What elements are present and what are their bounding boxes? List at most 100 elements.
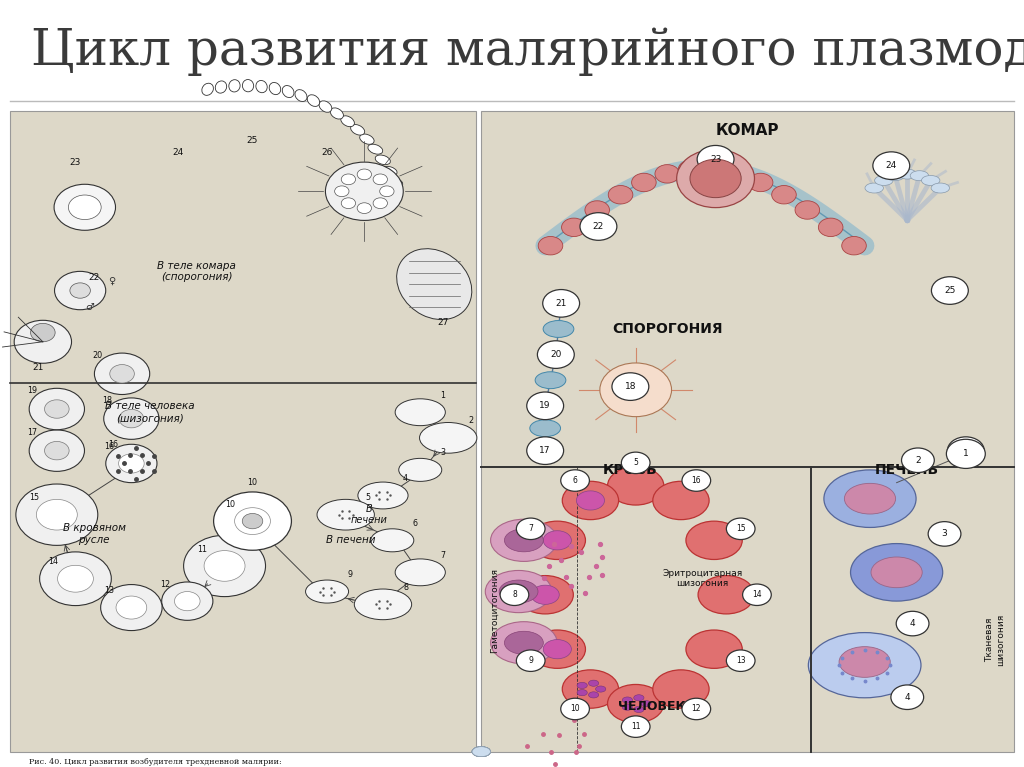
Text: 17: 17 xyxy=(28,428,37,436)
Circle shape xyxy=(69,195,101,219)
Circle shape xyxy=(16,484,98,545)
Circle shape xyxy=(183,535,265,597)
Circle shape xyxy=(214,492,292,550)
Text: 8: 8 xyxy=(403,583,408,592)
Circle shape xyxy=(896,611,929,636)
Circle shape xyxy=(341,174,355,185)
Circle shape xyxy=(600,363,672,416)
Ellipse shape xyxy=(589,692,599,698)
Text: ♀: ♀ xyxy=(109,276,116,286)
Circle shape xyxy=(162,582,213,621)
Ellipse shape xyxy=(839,647,890,677)
Circle shape xyxy=(725,165,750,183)
Text: 22: 22 xyxy=(593,222,604,231)
Text: В
печени: В печени xyxy=(350,504,387,525)
Ellipse shape xyxy=(922,176,940,186)
Text: 26: 26 xyxy=(322,148,333,157)
Ellipse shape xyxy=(824,470,916,528)
Text: 10: 10 xyxy=(248,479,257,487)
Text: Гаметоцитогония: Гаметоцитогония xyxy=(490,568,499,653)
Ellipse shape xyxy=(359,134,374,144)
Ellipse shape xyxy=(865,183,884,193)
Ellipse shape xyxy=(851,544,943,601)
Circle shape xyxy=(682,470,711,492)
Circle shape xyxy=(373,198,387,209)
Ellipse shape xyxy=(686,521,742,559)
Circle shape xyxy=(585,201,609,219)
Ellipse shape xyxy=(536,372,566,389)
Ellipse shape xyxy=(686,630,742,668)
Ellipse shape xyxy=(578,690,588,696)
Text: 3: 3 xyxy=(942,529,947,538)
Ellipse shape xyxy=(529,521,586,559)
Ellipse shape xyxy=(490,519,557,561)
Ellipse shape xyxy=(490,622,557,664)
Text: 21: 21 xyxy=(555,299,567,308)
Ellipse shape xyxy=(808,633,921,698)
Text: 1: 1 xyxy=(963,449,969,459)
Text: 16: 16 xyxy=(103,442,114,451)
Text: 3: 3 xyxy=(440,449,445,457)
Ellipse shape xyxy=(395,559,445,586)
Circle shape xyxy=(543,290,580,318)
Circle shape xyxy=(749,173,773,192)
Circle shape xyxy=(632,173,656,192)
Circle shape xyxy=(105,444,157,482)
Circle shape xyxy=(539,236,563,255)
Circle shape xyxy=(891,685,924,709)
Circle shape xyxy=(946,439,985,469)
Ellipse shape xyxy=(623,697,633,703)
Circle shape xyxy=(119,410,143,428)
Circle shape xyxy=(742,584,771,605)
Ellipse shape xyxy=(396,249,472,320)
Ellipse shape xyxy=(472,747,490,756)
Circle shape xyxy=(37,499,78,530)
Text: 18: 18 xyxy=(625,382,636,391)
Ellipse shape xyxy=(562,670,618,708)
Circle shape xyxy=(217,494,289,548)
Circle shape xyxy=(622,716,650,737)
Circle shape xyxy=(561,470,590,492)
Text: 22: 22 xyxy=(88,273,99,282)
Circle shape xyxy=(30,430,84,472)
Circle shape xyxy=(14,321,72,364)
Circle shape xyxy=(243,513,263,528)
Ellipse shape xyxy=(874,176,893,186)
Text: 2: 2 xyxy=(468,416,473,426)
Ellipse shape xyxy=(371,528,414,551)
Circle shape xyxy=(701,160,726,179)
Ellipse shape xyxy=(295,90,307,101)
Circle shape xyxy=(655,165,680,183)
Circle shape xyxy=(561,698,590,719)
Text: 24: 24 xyxy=(886,161,897,170)
Text: 16: 16 xyxy=(691,476,701,485)
Ellipse shape xyxy=(420,423,477,453)
Ellipse shape xyxy=(472,747,490,756)
Ellipse shape xyxy=(368,144,383,154)
Ellipse shape xyxy=(354,589,412,620)
Circle shape xyxy=(526,392,563,420)
Text: 7: 7 xyxy=(528,525,534,533)
Text: КОМАР: КОМАР xyxy=(716,123,779,138)
Text: 4: 4 xyxy=(909,619,915,628)
Circle shape xyxy=(580,212,616,240)
Text: 8: 8 xyxy=(512,591,517,599)
Text: 23: 23 xyxy=(70,158,81,167)
Ellipse shape xyxy=(243,80,254,92)
Ellipse shape xyxy=(607,466,664,505)
Ellipse shape xyxy=(358,482,409,509)
Text: 14: 14 xyxy=(48,558,58,566)
Circle shape xyxy=(872,152,909,179)
Circle shape xyxy=(500,584,528,605)
Ellipse shape xyxy=(398,459,441,482)
Circle shape xyxy=(100,584,162,630)
Ellipse shape xyxy=(485,571,552,613)
Text: 25: 25 xyxy=(247,136,258,144)
Ellipse shape xyxy=(641,700,651,706)
Text: 10: 10 xyxy=(225,500,234,509)
Ellipse shape xyxy=(472,747,490,756)
Circle shape xyxy=(516,650,545,671)
Ellipse shape xyxy=(387,178,402,187)
Ellipse shape xyxy=(931,183,949,193)
Ellipse shape xyxy=(634,706,644,713)
